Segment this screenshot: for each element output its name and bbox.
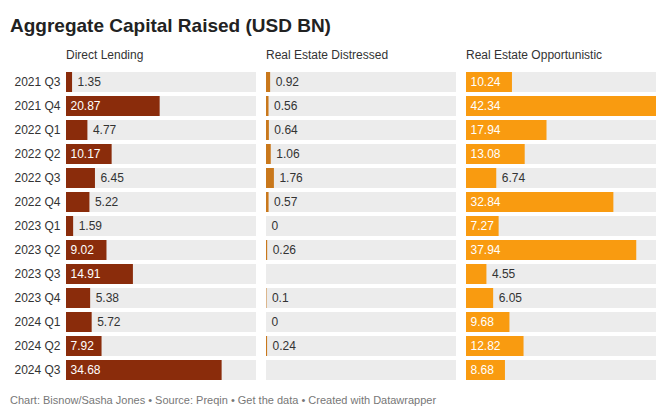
svg-text:12.82: 12.82 [471, 339, 501, 353]
svg-text:1.35: 1.35 [78, 75, 102, 89]
svg-text:0.26: 0.26 [273, 243, 297, 257]
svg-text:0.57: 0.57 [274, 195, 298, 209]
svg-text:6.05: 6.05 [499, 291, 523, 305]
svg-text:0.56: 0.56 [274, 99, 298, 113]
svg-text:0.1: 0.1 [272, 291, 289, 305]
svg-text:7.92: 7.92 [71, 339, 95, 353]
svg-text:2021 Q3: 2021 Q3 [14, 75, 60, 89]
svg-text:2023 Q4: 2023 Q4 [14, 291, 60, 305]
svg-text:14.91: 14.91 [71, 267, 101, 281]
html-text:Aggregate Capital Raised (USD: Aggregate Capital Raised (USD BN) [10, 15, 331, 36]
svg-text:0: 0 [272, 315, 279, 329]
svg-text:1.76: 1.76 [279, 171, 303, 185]
svg-text:9.02: 9.02 [71, 243, 95, 257]
svg-text:6.45: 6.45 [100, 171, 124, 185]
svg-text:7.27: 7.27 [471, 219, 495, 233]
svg-text:1.06: 1.06 [276, 147, 300, 161]
svg-text:4.55: 4.55 [492, 267, 516, 281]
svg-text:8.68: 8.68 [471, 363, 495, 377]
html-text:Real Estate Distressed: Real Estate Distressed [266, 48, 389, 62]
svg-text:9.68: 9.68 [471, 315, 495, 329]
svg-text:2022 Q3: 2022 Q3 [14, 171, 60, 185]
svg-text:5.72: 5.72 [97, 315, 121, 329]
svg-text:0.64: 0.64 [274, 123, 298, 137]
svg-text:2022 Q4: 2022 Q4 [14, 195, 60, 209]
svg-text:6.74: 6.74 [502, 171, 526, 185]
svg-text:2021 Q4: 2021 Q4 [14, 99, 60, 113]
svg-text:2023 Q1: 2023 Q1 [14, 219, 60, 233]
svg-text:2023 Q2: 2023 Q2 [14, 243, 60, 257]
svg-text:2023 Q3: 2023 Q3 [14, 267, 60, 281]
svg-text:42.34: 42.34 [471, 99, 501, 113]
svg-text:17.94: 17.94 [471, 123, 501, 137]
svg-text:0: 0 [272, 219, 279, 233]
svg-text:1.59: 1.59 [79, 219, 103, 233]
svg-text:2024 Q1: 2024 Q1 [14, 315, 60, 329]
svg-text:0.92: 0.92 [276, 75, 300, 89]
html-text:Chart: Bisnow/Sasha Jones • So: Chart: Bisnow/Sasha Jones • Source: Preq… [10, 394, 437, 406]
svg-text:20.87: 20.87 [71, 99, 101, 113]
svg-text:5.38: 5.38 [96, 291, 120, 305]
svg-text:10.24: 10.24 [471, 75, 501, 89]
svg-text:2024 Q2: 2024 Q2 [14, 339, 60, 353]
html-text:Real Estate Opportunistic: Real Estate Opportunistic [466, 48, 603, 62]
svg-text:32.84: 32.84 [471, 195, 501, 209]
svg-text:37.94: 37.94 [471, 243, 501, 257]
svg-text:2024 Q3: 2024 Q3 [14, 363, 60, 377]
svg-text:4.77: 4.77 [93, 123, 117, 137]
svg-text:34.68: 34.68 [71, 363, 101, 377]
html-text:Direct Lending: Direct Lending [66, 48, 144, 62]
svg-text:2022 Q2: 2022 Q2 [14, 147, 60, 161]
svg-text:5.22: 5.22 [95, 195, 119, 209]
svg-text:2022 Q1: 2022 Q1 [14, 123, 60, 137]
svg-text:13.08: 13.08 [471, 147, 501, 161]
svg-text:0.24: 0.24 [273, 339, 297, 353]
svg-text:10.17: 10.17 [71, 147, 101, 161]
